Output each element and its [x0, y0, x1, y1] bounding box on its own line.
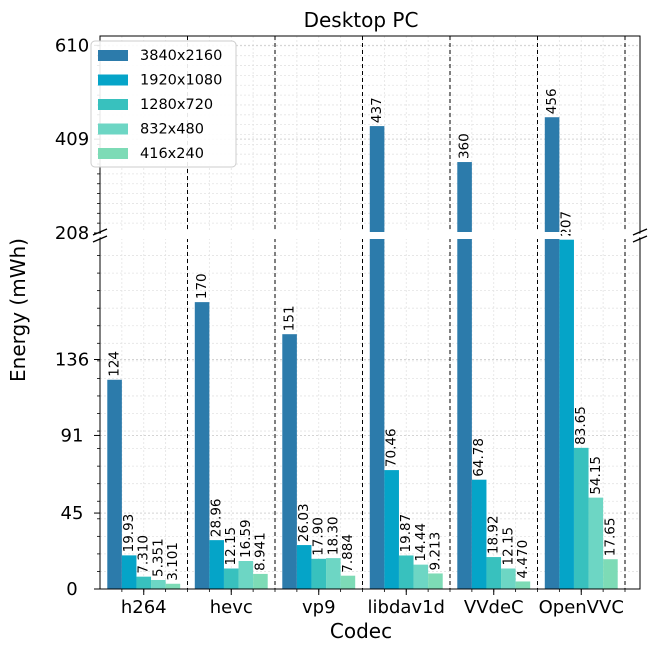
bar	[369, 238, 385, 589]
axis-break-mark	[92, 235, 108, 243]
data-label: 124	[107, 351, 123, 377]
y-tick-label: 136	[55, 350, 89, 371]
data-label: 170	[194, 273, 210, 299]
y-axis-label: Energy (mWh)	[6, 238, 30, 382]
y-tick-label: 208	[55, 223, 89, 244]
data-label: 9.213	[427, 532, 443, 571]
legend-label: 832x480	[140, 122, 204, 138]
bar	[486, 557, 502, 589]
bar	[457, 238, 472, 589]
x-axis-label: Codec	[330, 619, 392, 643]
legend-swatch	[98, 99, 128, 110]
legend-label: 1920x1080	[140, 73, 222, 89]
bar	[559, 239, 574, 589]
legend-swatch	[98, 74, 128, 86]
bar	[384, 470, 399, 589]
data-label: 207	[559, 211, 575, 237]
data-label: 26.03	[296, 503, 312, 542]
legend-label: 416x240	[140, 146, 204, 162]
bar	[369, 126, 385, 233]
bar	[223, 568, 239, 589]
bar	[340, 575, 356, 589]
data-label: 19.87	[398, 514, 414, 553]
y-tick-label: 45	[61, 503, 84, 524]
axis-break-mark	[632, 235, 648, 243]
axis-break-mark	[632, 228, 648, 236]
x-tick-label: h264	[121, 597, 167, 618]
x-tick-label: libdav1d	[368, 597, 445, 618]
data-label: 3.101	[165, 542, 181, 581]
data-label: 437	[369, 97, 385, 123]
bar	[238, 561, 254, 589]
legend-swatch	[98, 123, 128, 135]
bar	[501, 568, 516, 589]
chart-title: Desktop PC	[304, 8, 419, 32]
data-label: 64.78	[471, 438, 487, 477]
data-label: 17.90	[311, 517, 327, 556]
bar	[165, 583, 181, 589]
data-label: 12.15	[223, 527, 239, 566]
bar	[471, 479, 487, 589]
y-tick-label: 409	[55, 129, 89, 150]
bar	[253, 573, 268, 589]
bar	[588, 497, 604, 589]
plot-area: 12419.937.3105.3513.10117028.9612.1516.5…	[55, 35, 648, 618]
bar	[282, 334, 297, 589]
data-label: 18.30	[325, 516, 341, 555]
bar	[151, 579, 166, 589]
y-tick-label: 91	[61, 425, 84, 446]
data-label: 19.93	[121, 514, 137, 553]
x-tick-label: OpenVVC	[539, 597, 624, 618]
bar	[413, 564, 429, 589]
data-label: 83.65	[573, 406, 589, 445]
bar	[544, 238, 560, 589]
bar	[544, 117, 560, 233]
data-label: 14.44	[413, 523, 429, 562]
bar	[573, 447, 589, 589]
data-label: 5.351	[150, 538, 166, 577]
axis-break-mark	[92, 228, 108, 236]
legend-label: 3840x2160	[140, 48, 222, 64]
bar	[209, 540, 224, 589]
legend-swatch	[98, 148, 128, 159]
data-label: 456	[544, 88, 560, 114]
legend-label: 1280x720	[140, 97, 213, 113]
data-label: 360	[457, 133, 473, 159]
x-tick-label: VVdeC	[464, 597, 524, 618]
legend-swatch	[98, 50, 128, 61]
bar	[603, 559, 618, 589]
legend: 3840x2160 1920x1080 1280x720 832x480 416x240	[90, 40, 237, 168]
y-tick-label: 610	[55, 35, 89, 56]
data-label: 4.470	[515, 540, 531, 579]
legend-box	[90, 40, 237, 168]
bar	[515, 581, 531, 589]
bar	[326, 558, 341, 589]
data-label: 54.15	[588, 456, 604, 495]
bar	[457, 162, 472, 233]
bar	[296, 545, 312, 589]
data-label: 151	[282, 305, 298, 331]
bar	[107, 379, 122, 589]
x-tick-label: vp9	[302, 597, 336, 618]
bar	[428, 573, 443, 589]
data-label: 28.96	[209, 498, 225, 537]
bar	[121, 555, 137, 589]
data-label: 8.941	[252, 532, 268, 571]
bar	[398, 555, 414, 589]
data-label: 17.65	[602, 518, 618, 557]
data-label: 7.310	[136, 535, 152, 574]
bar	[194, 302, 210, 589]
data-label: 16.59	[238, 519, 254, 558]
bar	[311, 558, 327, 589]
data-label: 18.92	[486, 515, 502, 554]
data-label: 12.15	[500, 527, 516, 566]
bar	[136, 576, 152, 589]
data-label: 70.46	[384, 428, 400, 467]
y-tick-label: 0	[66, 579, 77, 600]
x-tick-label: hevc	[210, 597, 253, 618]
data-label: 7.884	[340, 534, 356, 573]
